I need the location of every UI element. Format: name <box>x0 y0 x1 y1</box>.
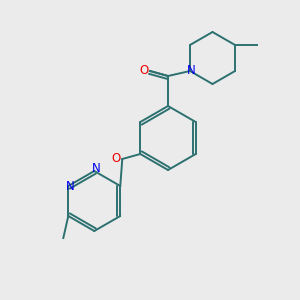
Text: O: O <box>140 64 148 77</box>
Text: N: N <box>187 64 195 77</box>
Text: N: N <box>66 181 75 194</box>
Text: O: O <box>112 152 121 166</box>
Text: N: N <box>92 163 101 176</box>
